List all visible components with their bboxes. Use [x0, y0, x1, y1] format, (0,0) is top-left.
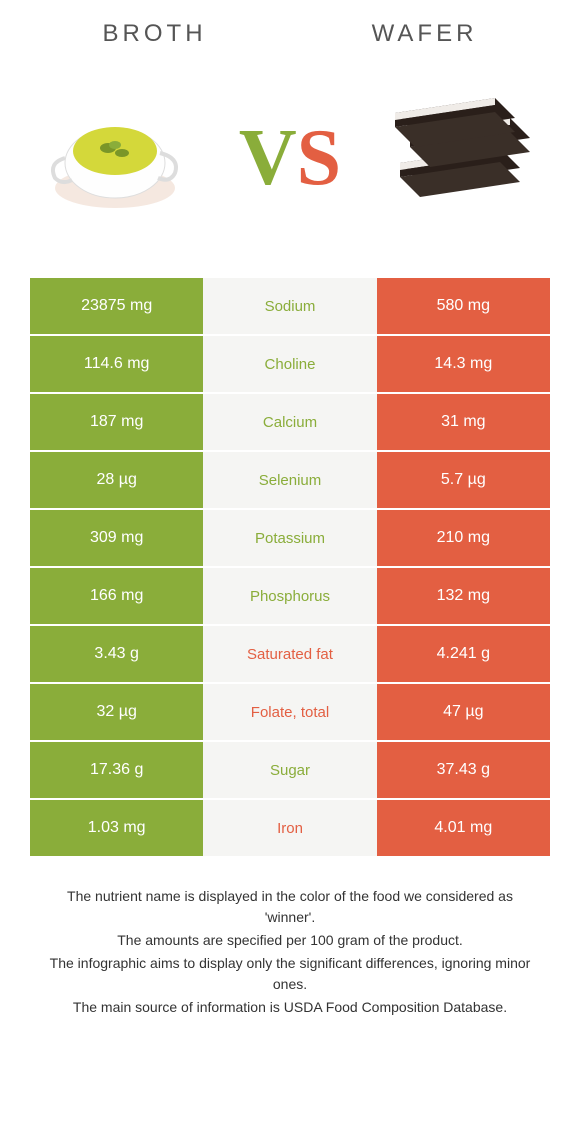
cell-right-value: 132 mg	[377, 568, 550, 624]
cell-nutrient-label: Folate, total	[203, 684, 376, 740]
footer-line-1: The nutrient name is displayed in the co…	[40, 886, 540, 928]
cell-nutrient-label: Phosphorus	[203, 568, 376, 624]
table-row: 3.43 gSaturated fat4.241 g	[30, 626, 550, 682]
cell-left-value: 309 mg	[30, 510, 203, 566]
footer-notes: The nutrient name is displayed in the co…	[20, 886, 560, 1018]
cell-right-value: 4.241 g	[377, 626, 550, 682]
header: Broth Wafer	[20, 20, 560, 48]
cell-nutrient-label: Sugar	[203, 742, 376, 798]
table-row: 28 µgSelenium5.7 µg	[30, 452, 550, 508]
footer-line-4: The main source of information is USDA F…	[40, 997, 540, 1018]
table-row: 23875 mgSodium580 mg	[30, 278, 550, 334]
table-row: 114.6 mgCholine14.3 mg	[30, 336, 550, 392]
cell-nutrient-label: Choline	[203, 336, 376, 392]
cell-nutrient-label: Iron	[203, 800, 376, 856]
title-left: Broth	[103, 20, 207, 48]
vs-v: V	[239, 114, 297, 202]
vs-s: S	[297, 114, 342, 202]
cell-right-value: 47 µg	[377, 684, 550, 740]
table-row: 1.03 mgIron4.01 mg	[30, 800, 550, 856]
footer-line-3: The infographic aims to display only the…	[40, 953, 540, 995]
table-row: 187 mgCalcium31 mg	[30, 394, 550, 450]
footer-line-2: The amounts are specified per 100 gram o…	[40, 930, 540, 951]
comparison-table: 23875 mgSodium580 mg114.6 mgCholine14.3 …	[30, 278, 550, 856]
cell-left-value: 187 mg	[30, 394, 203, 450]
hero-section: VS	[20, 68, 560, 248]
table-row: 166 mgPhosphorus132 mg	[30, 568, 550, 624]
title-right: Wafer	[372, 20, 478, 48]
cell-left-value: 114.6 mg	[30, 336, 203, 392]
cell-left-value: 166 mg	[30, 568, 203, 624]
cell-nutrient-label: Selenium	[203, 452, 376, 508]
cell-left-value: 32 µg	[30, 684, 203, 740]
vs-label: VS	[239, 113, 341, 204]
cell-nutrient-label: Sodium	[203, 278, 376, 334]
cell-left-value: 3.43 g	[30, 626, 203, 682]
table-row: 309 mgPotassium210 mg	[30, 510, 550, 566]
cell-nutrient-label: Calcium	[203, 394, 376, 450]
cell-right-value: 14.3 mg	[377, 336, 550, 392]
wafer-image	[380, 78, 540, 238]
cell-right-value: 31 mg	[377, 394, 550, 450]
table-row: 17.36 gSugar37.43 g	[30, 742, 550, 798]
cell-right-value: 580 mg	[377, 278, 550, 334]
cell-nutrient-label: Potassium	[203, 510, 376, 566]
cell-left-value: 23875 mg	[30, 278, 203, 334]
cell-nutrient-label: Saturated fat	[203, 626, 376, 682]
broth-image	[40, 78, 200, 238]
cell-right-value: 5.7 µg	[377, 452, 550, 508]
cell-left-value: 17.36 g	[30, 742, 203, 798]
cell-right-value: 210 mg	[377, 510, 550, 566]
table-row: 32 µgFolate, total47 µg	[30, 684, 550, 740]
cell-right-value: 4.01 mg	[377, 800, 550, 856]
cell-left-value: 28 µg	[30, 452, 203, 508]
cell-right-value: 37.43 g	[377, 742, 550, 798]
cell-left-value: 1.03 mg	[30, 800, 203, 856]
